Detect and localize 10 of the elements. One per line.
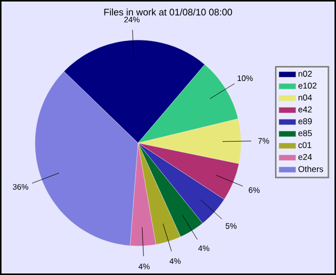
legend-label: n04 [298,94,312,101]
legend-label: e85 [298,130,312,136]
legend-label: e102 [298,82,316,89]
legend-label: c01 [298,142,312,148]
legend-label: e89 [298,118,312,124]
chart-title: Files in work at 01/08/10 08:00 [104,8,232,16]
legend-label: n02 [298,70,312,77]
legend-label: e42 [298,106,312,112]
legend-label: e24 [298,154,312,160]
legend-label: Others [298,166,324,172]
